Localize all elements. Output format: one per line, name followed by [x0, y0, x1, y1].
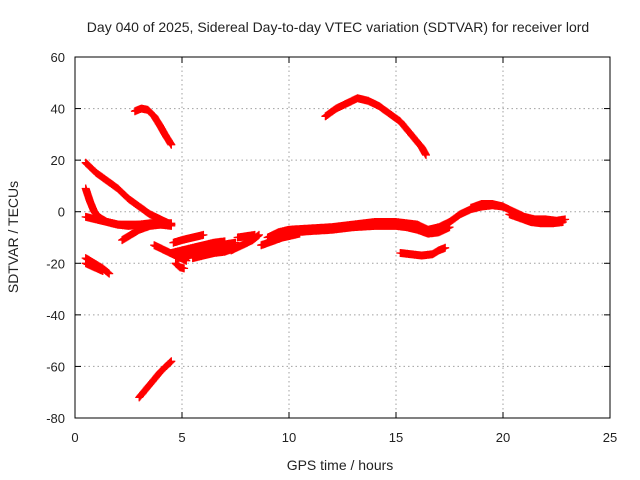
data-point-markers: [173, 238, 240, 263]
x-tick-label: 5: [178, 430, 185, 445]
y-tick-label: -80: [46, 411, 65, 426]
y-tick-label: 0: [58, 205, 65, 220]
data-point-markers: [135, 357, 176, 402]
data-point-markers: [233, 230, 259, 242]
y-tick-label: -60: [46, 359, 65, 374]
data-series: [171, 259, 189, 273]
y-tick-label: 60: [51, 50, 65, 65]
grid-lines: [75, 57, 610, 418]
data-series: [257, 229, 304, 250]
x-tick-label: 10: [282, 430, 296, 445]
data-point-markers: [169, 230, 208, 247]
data-series: [233, 230, 259, 242]
data-series: [130, 104, 176, 149]
data-point-markers: [118, 220, 176, 245]
data-point-markers: [171, 259, 189, 273]
data-series: [173, 238, 240, 263]
data-point-markers: [257, 229, 304, 250]
x-tick-label: 25: [603, 430, 617, 445]
data-series: [505, 210, 567, 228]
data-point-markers: [130, 104, 176, 149]
plot-frame: [74, 56, 611, 419]
x-tick-label: 0: [71, 430, 78, 445]
data-series: [227, 230, 263, 255]
data-series: [118, 220, 176, 245]
data-point-markers: [396, 243, 450, 260]
data-series: [135, 357, 176, 402]
data-point-markers: [227, 230, 263, 255]
data-point-markers: [81, 259, 107, 275]
x-tick-label: 15: [389, 430, 403, 445]
x-axis-label: GPS time / hours: [287, 457, 394, 473]
data-points: [81, 94, 570, 402]
data-series: [81, 259, 107, 275]
data-series: [396, 243, 450, 260]
y-tick-label: 20: [51, 153, 65, 168]
x-tick-label: 20: [496, 430, 510, 445]
y-tick-label: -20: [46, 256, 65, 271]
y-axis-label: SDTVAR / TECUs: [5, 181, 21, 293]
chart-title: Day 040 of 2025, Sidereal Day-to-day VTE…: [87, 19, 589, 35]
y-tick-label: 40: [51, 102, 65, 117]
y-tick-label: -40: [46, 308, 65, 323]
data-point-markers: [505, 210, 567, 228]
data-series: [321, 94, 430, 159]
data-point-markers: [321, 94, 430, 159]
data-series: [169, 230, 208, 247]
